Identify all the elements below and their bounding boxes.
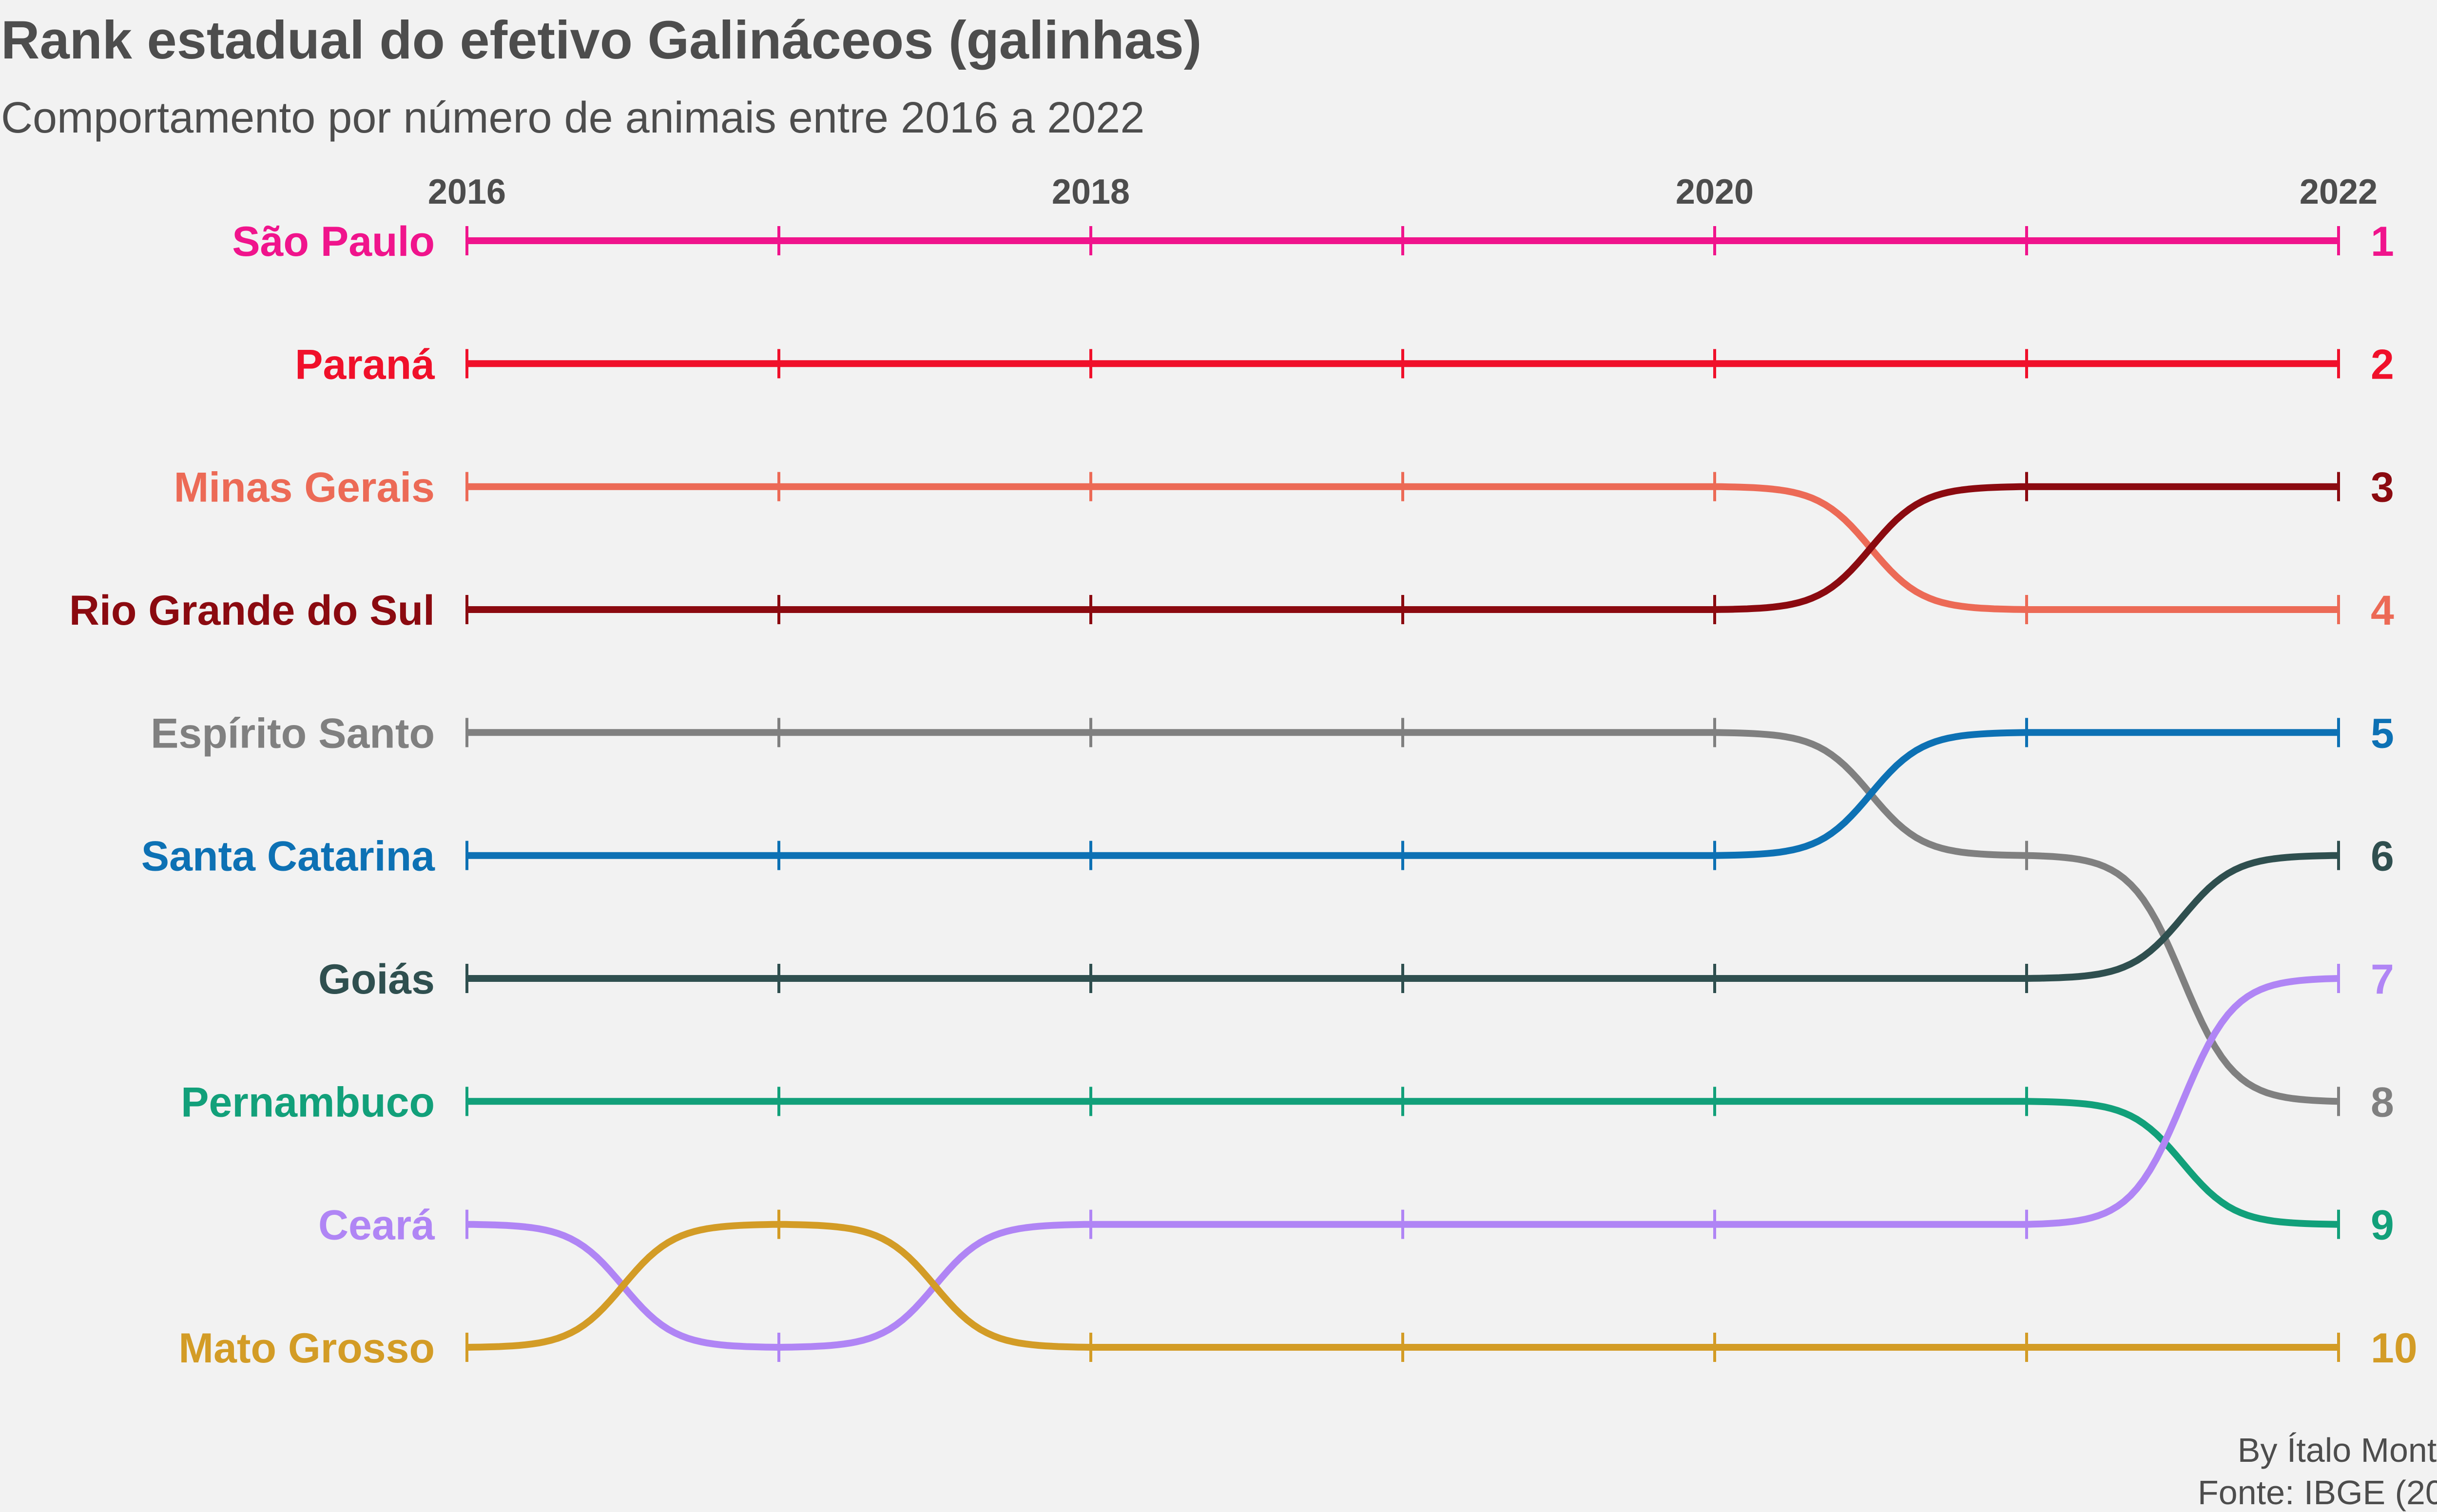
start-labels: São Paulo Paraná Minas Gerais Rio Grande do… bbox=[69, 218, 435, 1372]
series-group bbox=[465, 472, 2340, 624]
year-label: 2022 bbox=[2300, 172, 2378, 211]
series-group bbox=[465, 718, 2340, 870]
state-label: Minas Gerais bbox=[174, 464, 435, 511]
series-group bbox=[465, 1209, 2340, 1362]
series-group bbox=[465, 349, 2340, 379]
rank-label: 4 bbox=[2371, 587, 2394, 634]
state-label: Paraná bbox=[295, 341, 435, 388]
rank-label: 3 bbox=[2371, 464, 2394, 511]
rank-label: 6 bbox=[2371, 833, 2394, 880]
series-lines bbox=[465, 226, 2340, 1362]
rank-label: 7 bbox=[2371, 956, 2394, 1003]
series-group bbox=[465, 841, 2340, 993]
year-label: 2018 bbox=[1052, 172, 1130, 211]
rank-label: 9 bbox=[2371, 1202, 2394, 1249]
caption-author: By Ítalo Monteiro bbox=[2238, 1431, 2437, 1469]
state-label: Rio Grande do Sul bbox=[69, 587, 435, 634]
chart-subtitle: Comportamento por número de animais entr… bbox=[1, 94, 1144, 142]
caption-source: Fonte: IBGE (2023) bbox=[2198, 1474, 2437, 1512]
end-labels: 1 2 3 4 5 6 7 8 9 10 bbox=[2371, 218, 2418, 1372]
state-label: Goiás bbox=[318, 956, 435, 1003]
series-group bbox=[465, 964, 2340, 1362]
state-label: Ceará bbox=[318, 1202, 435, 1249]
series-group bbox=[465, 472, 2340, 624]
series-group bbox=[465, 226, 2340, 255]
rank-label: 10 bbox=[2371, 1325, 2418, 1372]
series-group bbox=[465, 718, 2340, 1116]
year-label: 2016 bbox=[428, 172, 506, 211]
state-label: Mato Grosso bbox=[178, 1325, 435, 1372]
state-label: Pernambuco bbox=[181, 1079, 435, 1126]
series-group bbox=[465, 1087, 2340, 1239]
state-label: Santa Catarina bbox=[141, 833, 435, 880]
state-label: São Paulo bbox=[232, 218, 435, 265]
year-axis-labels: 2016 2018 2020 2022 bbox=[428, 172, 2378, 211]
chart-title: Rank estadual do efetivo Galináceos (gal… bbox=[1, 10, 1201, 70]
state-label: Espírito Santo bbox=[151, 710, 435, 757]
rank-label: 1 bbox=[2371, 218, 2394, 265]
rank-label: 8 bbox=[2371, 1079, 2394, 1126]
rank-label: 5 bbox=[2371, 710, 2394, 757]
rank-label: 2 bbox=[2371, 341, 2394, 388]
year-label: 2020 bbox=[1676, 172, 1754, 211]
